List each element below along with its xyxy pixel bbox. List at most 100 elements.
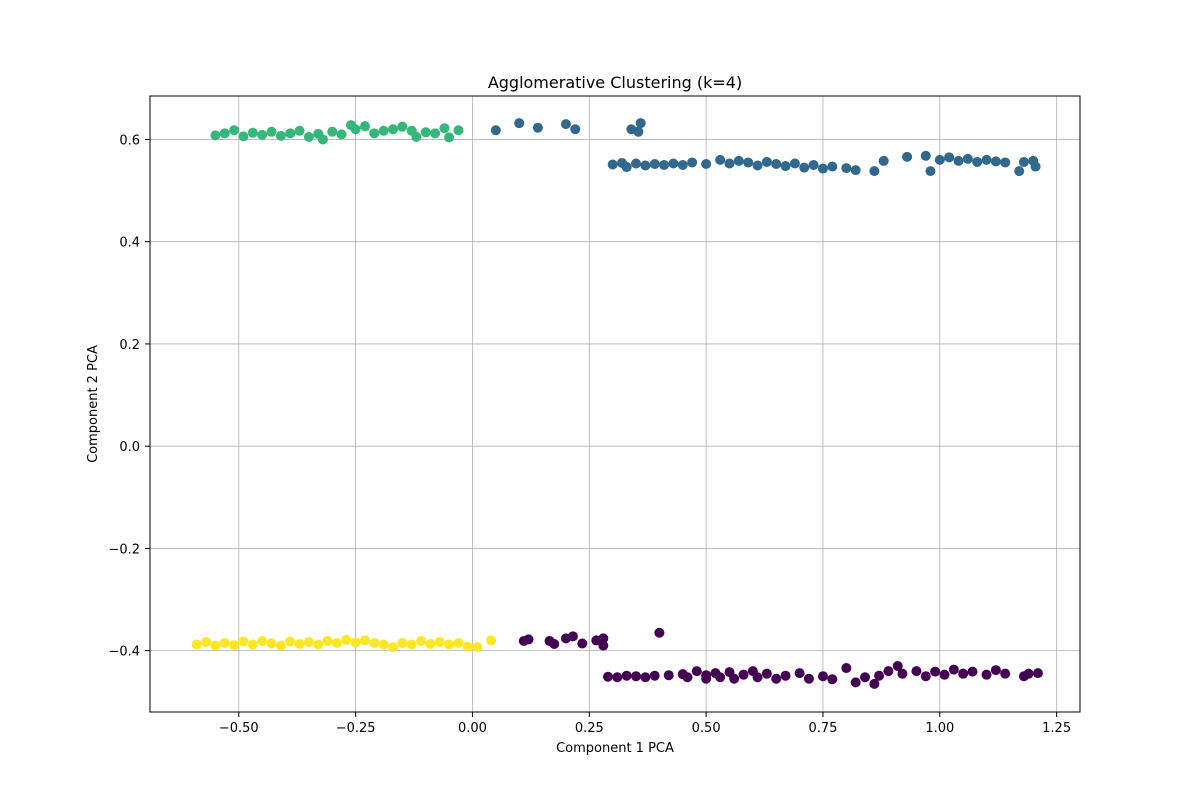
- data-point: [897, 668, 908, 679]
- data-point: [780, 161, 791, 172]
- data-point: [911, 666, 922, 677]
- data-point: [724, 158, 735, 169]
- data-point: [219, 128, 230, 139]
- data-point: [219, 637, 230, 648]
- data-point: [453, 125, 464, 136]
- data-point: [1014, 166, 1025, 177]
- data-point: [743, 157, 754, 168]
- data-point: [794, 668, 805, 679]
- data-point: [649, 670, 660, 681]
- data-point: [238, 636, 249, 647]
- data-point: [892, 660, 903, 671]
- data-point: [733, 155, 744, 166]
- data-point: [920, 671, 931, 682]
- data-point: [359, 635, 370, 646]
- data-point: [1030, 161, 1041, 172]
- data-point: [514, 118, 525, 129]
- data-point: [607, 159, 618, 170]
- y-tick-label: 0.6: [119, 133, 140, 148]
- data-point: [317, 134, 328, 145]
- data-point: [444, 132, 455, 143]
- data-point: [677, 160, 688, 171]
- data-point: [378, 125, 389, 136]
- data-point: [817, 163, 828, 174]
- data-point: [930, 666, 941, 677]
- data-point: [780, 670, 791, 681]
- y-tick-label: −0.4: [108, 645, 140, 660]
- data-point: [229, 640, 240, 651]
- data-point: [1032, 668, 1043, 679]
- data-point: [598, 633, 609, 644]
- x-tick-label: −0.50: [219, 721, 259, 736]
- data-point: [201, 636, 212, 647]
- data-point: [549, 639, 560, 650]
- data-point: [883, 666, 894, 677]
- data-point: [621, 670, 632, 681]
- data-point: [789, 158, 800, 169]
- data-point: [238, 131, 249, 142]
- data-point: [313, 639, 324, 650]
- data-point: [1018, 156, 1029, 167]
- data-point: [962, 153, 973, 164]
- data-point: [691, 666, 702, 677]
- data-point: [738, 669, 749, 680]
- data-point: [934, 154, 945, 165]
- data-point: [715, 154, 726, 165]
- x-tick-label: −0.25: [336, 721, 376, 736]
- data-point: [322, 635, 333, 646]
- data-point: [388, 124, 399, 135]
- data-point: [327, 126, 338, 137]
- data-point: [294, 125, 305, 136]
- data-point: [715, 672, 726, 683]
- data-point: [303, 636, 314, 647]
- data-point: [336, 129, 347, 140]
- data-point: [350, 124, 361, 135]
- data-point: [567, 631, 578, 642]
- data-point: [654, 627, 665, 638]
- data-point: [472, 642, 483, 653]
- data-point: [869, 166, 880, 177]
- data-point: [570, 124, 581, 135]
- x-tick-label: 0.50: [692, 721, 721, 736]
- data-point: [1000, 157, 1011, 168]
- data-point: [687, 157, 698, 168]
- x-tick-label: 0.25: [575, 721, 604, 736]
- data-point: [490, 125, 501, 136]
- data-point: [631, 671, 642, 682]
- x-tick-label: 0.00: [458, 721, 487, 736]
- data-point: [799, 162, 810, 173]
- data-point: [841, 663, 852, 674]
- y-tick-label: 0.4: [119, 236, 140, 251]
- data-point: [275, 130, 286, 141]
- data-point: [1000, 668, 1011, 679]
- data-point: [958, 668, 969, 679]
- plot-frame: [149, 95, 1081, 713]
- data-point: [341, 634, 352, 645]
- data-point: [294, 639, 305, 650]
- data-point: [990, 665, 1001, 676]
- data-point: [663, 670, 674, 681]
- data-point: [210, 640, 221, 651]
- data-point: [827, 161, 838, 172]
- cluster-0-points: [518, 627, 1043, 689]
- data-point: [874, 670, 885, 681]
- grid-lines: [150, 96, 1080, 712]
- data-point: [388, 642, 399, 653]
- data-point: [631, 158, 642, 169]
- data-point: [266, 638, 277, 649]
- data-point: [462, 641, 473, 652]
- data-point: [229, 125, 240, 136]
- data-point: [285, 636, 296, 647]
- data-point: [878, 155, 889, 166]
- y-tick-label: −0.2: [108, 542, 140, 557]
- data-point: [350, 637, 361, 648]
- data-point: [701, 673, 712, 684]
- y-tick-label: 0.2: [119, 338, 140, 353]
- data-point: [486, 635, 497, 646]
- data-point: [860, 672, 871, 683]
- data-point: [303, 131, 314, 142]
- data-point: [948, 664, 959, 675]
- x-axis-ticks: −0.50 −0.25 0.00 0.25 0.50 0.75 1.00 1.25: [219, 712, 1071, 736]
